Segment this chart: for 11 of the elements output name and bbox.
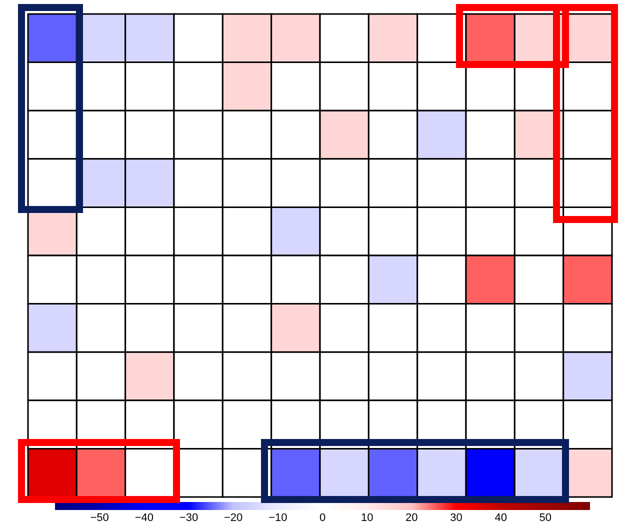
color-bar-label: 10 — [360, 512, 374, 524]
color-bar-label: −30 — [179, 512, 198, 524]
color-bar-label: 30 — [450, 512, 462, 524]
color-bar-label: 20 — [406, 512, 418, 524]
color-bar-label: 40 — [494, 512, 507, 524]
color-bar-label: −20 — [224, 512, 243, 524]
color-bar-label: 50 — [539, 512, 552, 524]
color-bar-label: −10 — [268, 512, 288, 524]
color-bar-label: −50 — [90, 512, 109, 524]
color-bar-label: −40 — [134, 512, 154, 524]
color-bar-label: 0 — [319, 512, 326, 524]
